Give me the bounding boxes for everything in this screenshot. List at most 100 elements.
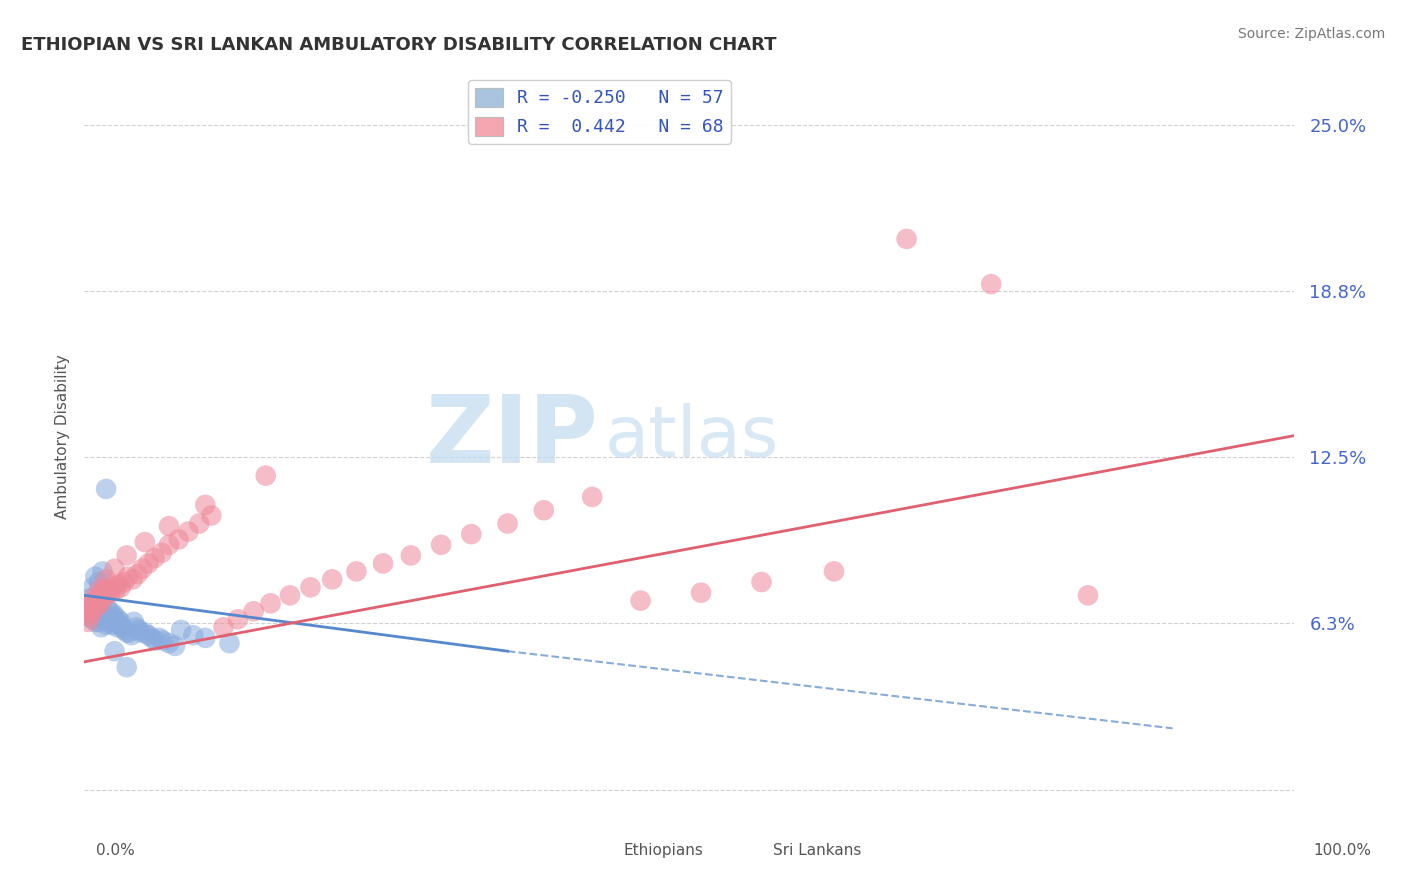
Point [115, 660, 138, 674]
Point [89, 599, 111, 613]
Point [91, 585, 114, 599]
Point [79, 604, 101, 618]
Point [84, 596, 107, 610]
Point [115, 625, 138, 640]
Point [399, 549, 422, 563]
Text: Ethiopians: Ethiopians [623, 843, 703, 858]
Point [496, 516, 519, 531]
Point [141, 631, 163, 645]
Point [86, 599, 108, 613]
Point [96, 580, 118, 594]
Point [86, 604, 108, 618]
Point [82, 601, 104, 615]
Point [690, 585, 713, 599]
Point [83, 599, 105, 613]
Point [77, 609, 100, 624]
Point [212, 620, 235, 634]
Point [630, 593, 652, 607]
Point [1077, 588, 1099, 602]
Point [104, 582, 127, 597]
Point [127, 567, 149, 582]
Point [111, 620, 134, 634]
Point [254, 468, 277, 483]
Point [101, 617, 124, 632]
Point [200, 508, 222, 523]
Point [170, 623, 193, 637]
Point [371, 557, 394, 571]
Point [104, 644, 127, 658]
Point [145, 633, 167, 648]
Point [77, 615, 100, 629]
Point [93, 585, 115, 599]
Point [751, 575, 773, 590]
Point [98, 604, 121, 618]
Point [121, 628, 143, 642]
Text: atlas: atlas [605, 402, 779, 472]
Point [97, 615, 120, 629]
Text: 100.0%: 100.0% [1313, 843, 1371, 858]
Point [87, 575, 110, 590]
Y-axis label: Ambulatory Disability: Ambulatory Disability [55, 355, 70, 519]
Point [110, 615, 132, 629]
Point [430, 538, 453, 552]
Point [83, 596, 105, 610]
Point [86, 593, 108, 607]
Text: Source: ZipAtlas.com: Source: ZipAtlas.com [1237, 27, 1385, 41]
Point [259, 596, 281, 610]
Point [94, 617, 117, 632]
Text: ZIP: ZIP [426, 391, 599, 483]
Point [150, 546, 173, 560]
Point [157, 636, 180, 650]
Point [299, 580, 322, 594]
Point [121, 573, 143, 587]
Point [128, 623, 150, 637]
Point [321, 573, 343, 587]
Point [533, 503, 555, 517]
Point [90, 588, 112, 602]
Point [112, 623, 135, 637]
Point [218, 636, 240, 650]
Point [157, 538, 180, 552]
Point [90, 620, 112, 634]
Point [94, 573, 117, 587]
Point [94, 582, 117, 597]
Point [94, 588, 117, 602]
Point [104, 615, 127, 629]
Point [134, 535, 156, 549]
Point [84, 570, 107, 584]
Point [278, 588, 301, 602]
Point [97, 582, 120, 597]
Point [77, 601, 100, 615]
Point [118, 625, 141, 640]
Point [188, 516, 211, 531]
Point [82, 612, 104, 626]
Point [91, 607, 114, 621]
Point [79, 591, 101, 605]
Point [79, 596, 101, 610]
Point [86, 609, 108, 624]
Point [104, 562, 127, 576]
Point [93, 591, 115, 605]
Point [131, 562, 153, 576]
Point [177, 524, 200, 539]
Point [87, 591, 110, 605]
Point [138, 628, 160, 642]
Text: Sri Lankans: Sri Lankans [773, 843, 862, 858]
Point [125, 620, 148, 634]
Point [122, 615, 145, 629]
Point [84, 615, 107, 629]
Point [896, 232, 918, 246]
Point [346, 565, 368, 579]
Point [460, 527, 482, 541]
Point [96, 601, 118, 615]
Point [94, 612, 117, 626]
Point [105, 620, 128, 634]
Point [103, 607, 125, 621]
Point [103, 580, 125, 594]
Point [89, 596, 111, 610]
Point [117, 570, 139, 584]
Point [87, 582, 110, 597]
Point [980, 277, 1002, 292]
Point [107, 577, 129, 591]
Point [100, 612, 122, 626]
